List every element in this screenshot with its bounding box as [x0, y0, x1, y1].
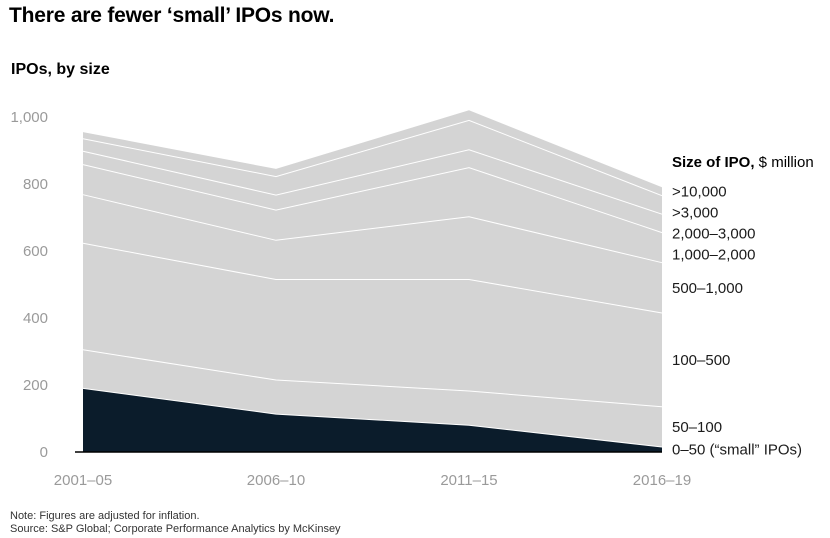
legend-label-1-000-2-000: 1,000–2,000 — [672, 247, 755, 264]
area-100-500 — [83, 243, 662, 407]
area-500-1-000 — [83, 194, 662, 313]
x-tick-label: 2006–10 — [247, 472, 305, 489]
area-0-50-small-ipos — [83, 388, 662, 452]
area-50-100 — [83, 349, 662, 447]
y-tick-label: 200 — [23, 377, 48, 394]
x-tick-label: 2016–19 — [633, 472, 691, 489]
y-tick-label: 400 — [23, 310, 48, 327]
y-tick-label: 600 — [23, 243, 48, 260]
boundary-1-000-2-000 — [82, 194, 663, 264]
legend-label-500-1-000: 500–1,000 — [672, 280, 743, 297]
area-2-000-3-000 — [83, 149, 662, 233]
y-tick-label: 0 — [40, 444, 48, 461]
legend-label-2-000-3-000: 2,000–3,000 — [672, 226, 755, 243]
legend-label-100-500: 100–500 — [672, 352, 730, 369]
legend-label-50-100: 50–100 — [672, 419, 722, 436]
y-tick-label: 1,000 — [10, 109, 48, 126]
y-tick-label: 800 — [23, 176, 48, 193]
x-tick-label: 2001–05 — [54, 472, 112, 489]
boundary-lines — [82, 119, 663, 448]
legend-label-0-50-small-ipos: 0–50 (“small” IPOs) — [672, 441, 802, 458]
chart-title: There are fewer ‘small’ IPOs now. — [9, 4, 335, 27]
legend: 0–50 (“small” IPOs) 50–100 100–500 500–1,00… — [672, 154, 814, 458]
area-10-000 — [83, 110, 662, 196]
boundary-50-100 — [82, 387, 663, 448]
footnote-note: Note: Figures are adjusted for inflation… — [10, 510, 200, 522]
area-1-000-2-000 — [83, 164, 662, 263]
boundary-2-000-3-000 — [82, 164, 663, 234]
legend-label-10-000: >10,000 — [672, 184, 727, 201]
area-3-000 — [83, 120, 662, 215]
x-axis-ticks: 2001–05 2006–10 2011–15 2016–19 — [54, 472, 691, 489]
area-layers — [83, 110, 662, 452]
legend-title-bold: Size of IPO, — [672, 154, 755, 171]
boundary-500-1-000 — [82, 242, 663, 314]
boundary-100-500 — [82, 349, 663, 408]
legend-label-3-000: >3,000 — [672, 205, 718, 222]
legend-title-unit: $ million — [755, 154, 814, 171]
boundary-10-000 — [82, 119, 663, 197]
x-tick-label: 2011–15 — [440, 472, 497, 489]
y-axis-ticks: 0 200 400 600 800 1,000 — [10, 109, 48, 461]
legend-title: Size of IPO, $ million — [672, 154, 814, 171]
y-axis-title: IPOs, by size — [11, 61, 110, 78]
boundary-3-000 — [82, 149, 663, 215]
footnote-source: Source: S&P Global; Corporate Performanc… — [10, 523, 341, 535]
